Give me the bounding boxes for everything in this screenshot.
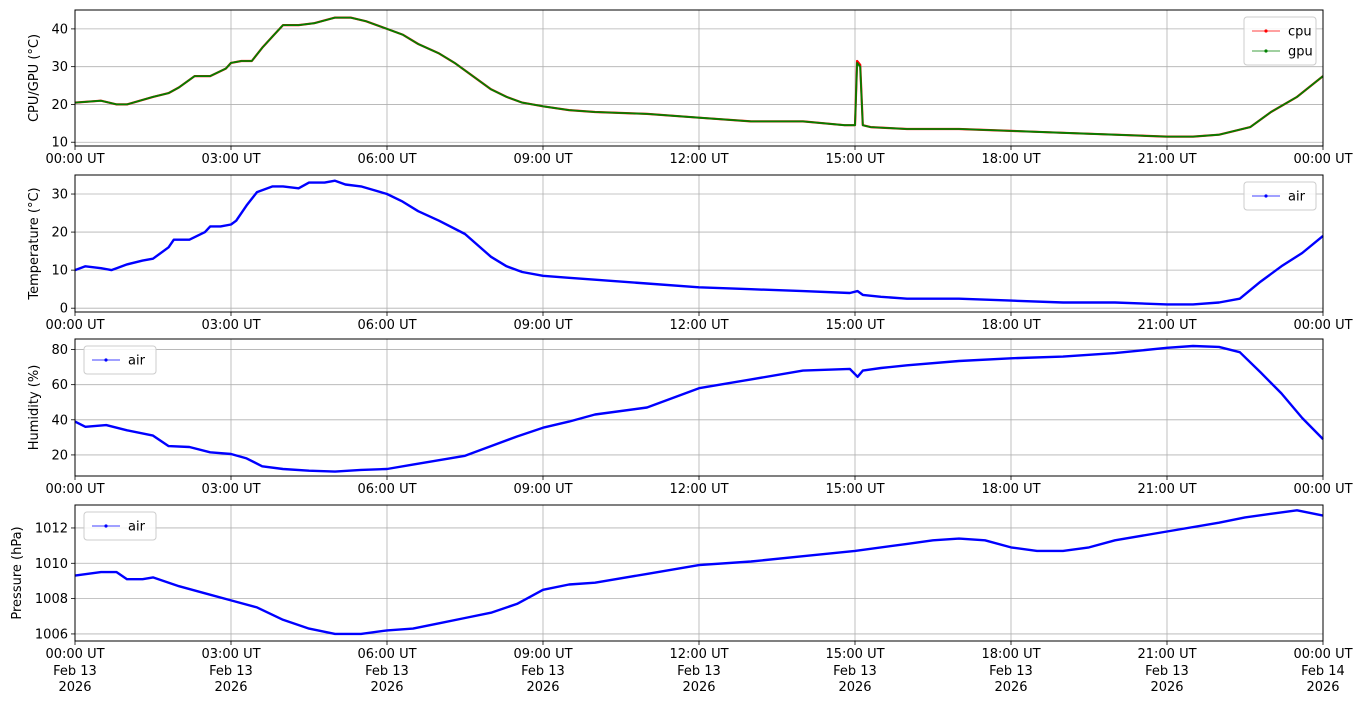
legend-label-air: air <box>1288 190 1306 205</box>
x-tick-label: 12:00 UT <box>669 152 728 167</box>
y-tick-label: 0 <box>60 302 68 317</box>
x-tick-date-label: Feb 13 <box>833 664 877 679</box>
x-tick-label: 00:00 UT <box>45 318 104 333</box>
x-tick-year-label: 2026 <box>994 680 1027 695</box>
legend: air <box>83 345 157 375</box>
chart-panel-1: 10 20 30 40 00:00 UT 03:00 UT 06:00 UT 09:00 UT… <box>27 9 1353 167</box>
x-tick-label: 00:00 UT <box>45 152 104 167</box>
x-tick-date-label: Feb 13 <box>989 664 1033 679</box>
x-tick-label: 15:00 UT <box>825 152 884 167</box>
x-tick-label: 00:00 UT <box>1293 482 1352 497</box>
legend: air <box>83 511 157 541</box>
series-line-air <box>74 509 1324 636</box>
x-tick-label: 03:00 UT <box>201 152 260 167</box>
y-tick-label: 10 <box>51 264 68 279</box>
x-tick-label: 09:00 UT <box>513 482 572 497</box>
x-tick-date-label: Feb 14 <box>1301 664 1345 679</box>
x-tick-label: 12:00 UT <box>669 647 728 662</box>
x-tick-label: 18:00 UT <box>981 647 1040 662</box>
x-tick-date-label: Feb 13 <box>1145 664 1189 679</box>
x-tick-date-label: Feb 13 <box>677 664 721 679</box>
legend-label-air: air <box>128 354 146 369</box>
x-tick-year-label: 2026 <box>214 680 247 695</box>
x-tick-label: 21:00 UT <box>1137 318 1196 333</box>
x-tick-label: 09:00 UT <box>513 647 572 662</box>
x-tick-label: 18:00 UT <box>981 152 1040 167</box>
legend-marker-air <box>1264 194 1268 198</box>
legend-marker-air <box>104 358 108 362</box>
x-tick-label: 00:00 UT <box>45 482 104 497</box>
x-tick-label: 06:00 UT <box>357 152 416 167</box>
x-tick-year-label: 2026 <box>526 680 559 695</box>
y-axis-label: Humidity (%) <box>27 365 42 451</box>
x-tick-year-label: 2026 <box>838 680 871 695</box>
x-tick-label: 18:00 UT <box>981 482 1040 497</box>
legend-marker-gpu <box>1264 49 1268 53</box>
x-tick-label: 06:00 UT <box>357 482 416 497</box>
legend-marker-cpu <box>1264 29 1268 33</box>
legend-box <box>1243 16 1317 66</box>
y-tick-label: 1006 <box>35 627 68 642</box>
y-tick-label: 40 <box>51 413 68 428</box>
x-tick-year-label: 2026 <box>370 680 403 695</box>
legend: cpu gpu <box>1243 16 1317 66</box>
x-tick-label: 00:00 UT <box>1293 647 1352 662</box>
series-line-air <box>74 179 1324 306</box>
x-tick-label: 15:00 UT <box>825 482 884 497</box>
y-tick-label: 1012 <box>35 521 68 536</box>
y-tick-label: 40 <box>51 22 68 37</box>
x-tick-label: 03:00 UT <box>201 647 260 662</box>
x-tick-year-label: 2026 <box>58 680 91 695</box>
legend-label-air: air <box>128 520 146 535</box>
chart-panel-2: 0 10 20 30 00:00 UT 03:00 UT 06:00 UT 09:00 UT 1… <box>27 174 1353 333</box>
x-tick-label: 00:00 UT <box>45 647 104 662</box>
y-axis-label: CPU/GPU (°C) <box>27 34 42 122</box>
legend-marker-air <box>104 524 108 528</box>
y-tick-label: 60 <box>51 378 68 393</box>
x-tick-year-label: 2026 <box>682 680 715 695</box>
x-tick-label: 00:00 UT <box>1293 152 1352 167</box>
x-tick-label: 12:00 UT <box>669 318 728 333</box>
x-tick-label: 06:00 UT <box>357 318 416 333</box>
x-tick-label: 09:00 UT <box>513 152 572 167</box>
y-tick-label: 10 <box>51 136 68 151</box>
y-tick-label: 30 <box>51 60 68 75</box>
x-tick-date-label: Feb 13 <box>521 664 565 679</box>
x-tick-label: 15:00 UT <box>825 647 884 662</box>
x-tick-label: 06:00 UT <box>357 647 416 662</box>
y-tick-label: 30 <box>51 188 68 203</box>
y-axis-label: Temperature (°C) <box>27 187 42 300</box>
legend-label-gpu: gpu <box>1288 45 1313 60</box>
x-tick-date-label: Feb 13 <box>53 664 97 679</box>
x-tick-label: 21:00 UT <box>1137 647 1196 662</box>
y-tick-label: 20 <box>51 226 68 241</box>
x-tick-label: 18:00 UT <box>981 318 1040 333</box>
y-tick-label: 1008 <box>35 592 68 607</box>
x-tick-label: 03:00 UT <box>201 318 260 333</box>
x-tick-label: 00:00 UT <box>1293 318 1352 333</box>
x-tick-date-label: Feb 13 <box>209 664 253 679</box>
y-tick-label: 20 <box>51 98 68 113</box>
y-axis-label: Pressure (hPa) <box>10 526 25 619</box>
y-tick-label: 1010 <box>35 557 68 572</box>
x-tick-year-label: 2026 <box>1150 680 1183 695</box>
x-tick-label: 03:00 UT <box>201 482 260 497</box>
x-tick-label: 21:00 UT <box>1137 152 1196 167</box>
legend-label-cpu: cpu <box>1288 25 1312 40</box>
series-line-gpu <box>74 16 1324 138</box>
x-tick-year-label: 2026 <box>1306 680 1339 695</box>
legend: air <box>1243 181 1317 211</box>
x-tick-label: 15:00 UT <box>825 318 884 333</box>
chart-panel-3: 20 40 60 80 00:00 UT 03:00 UT 06:00 UT 09:00 UT… <box>27 338 1353 497</box>
x-tick-label: 12:00 UT <box>669 482 728 497</box>
series-line-air <box>74 344 1324 473</box>
x-tick-date-label: Feb 13 <box>365 664 409 679</box>
y-tick-label: 20 <box>51 448 68 463</box>
x-tick-label: 21:00 UT <box>1137 482 1196 497</box>
y-tick-label: 80 <box>51 343 68 358</box>
x-tick-label: 09:00 UT <box>513 318 572 333</box>
